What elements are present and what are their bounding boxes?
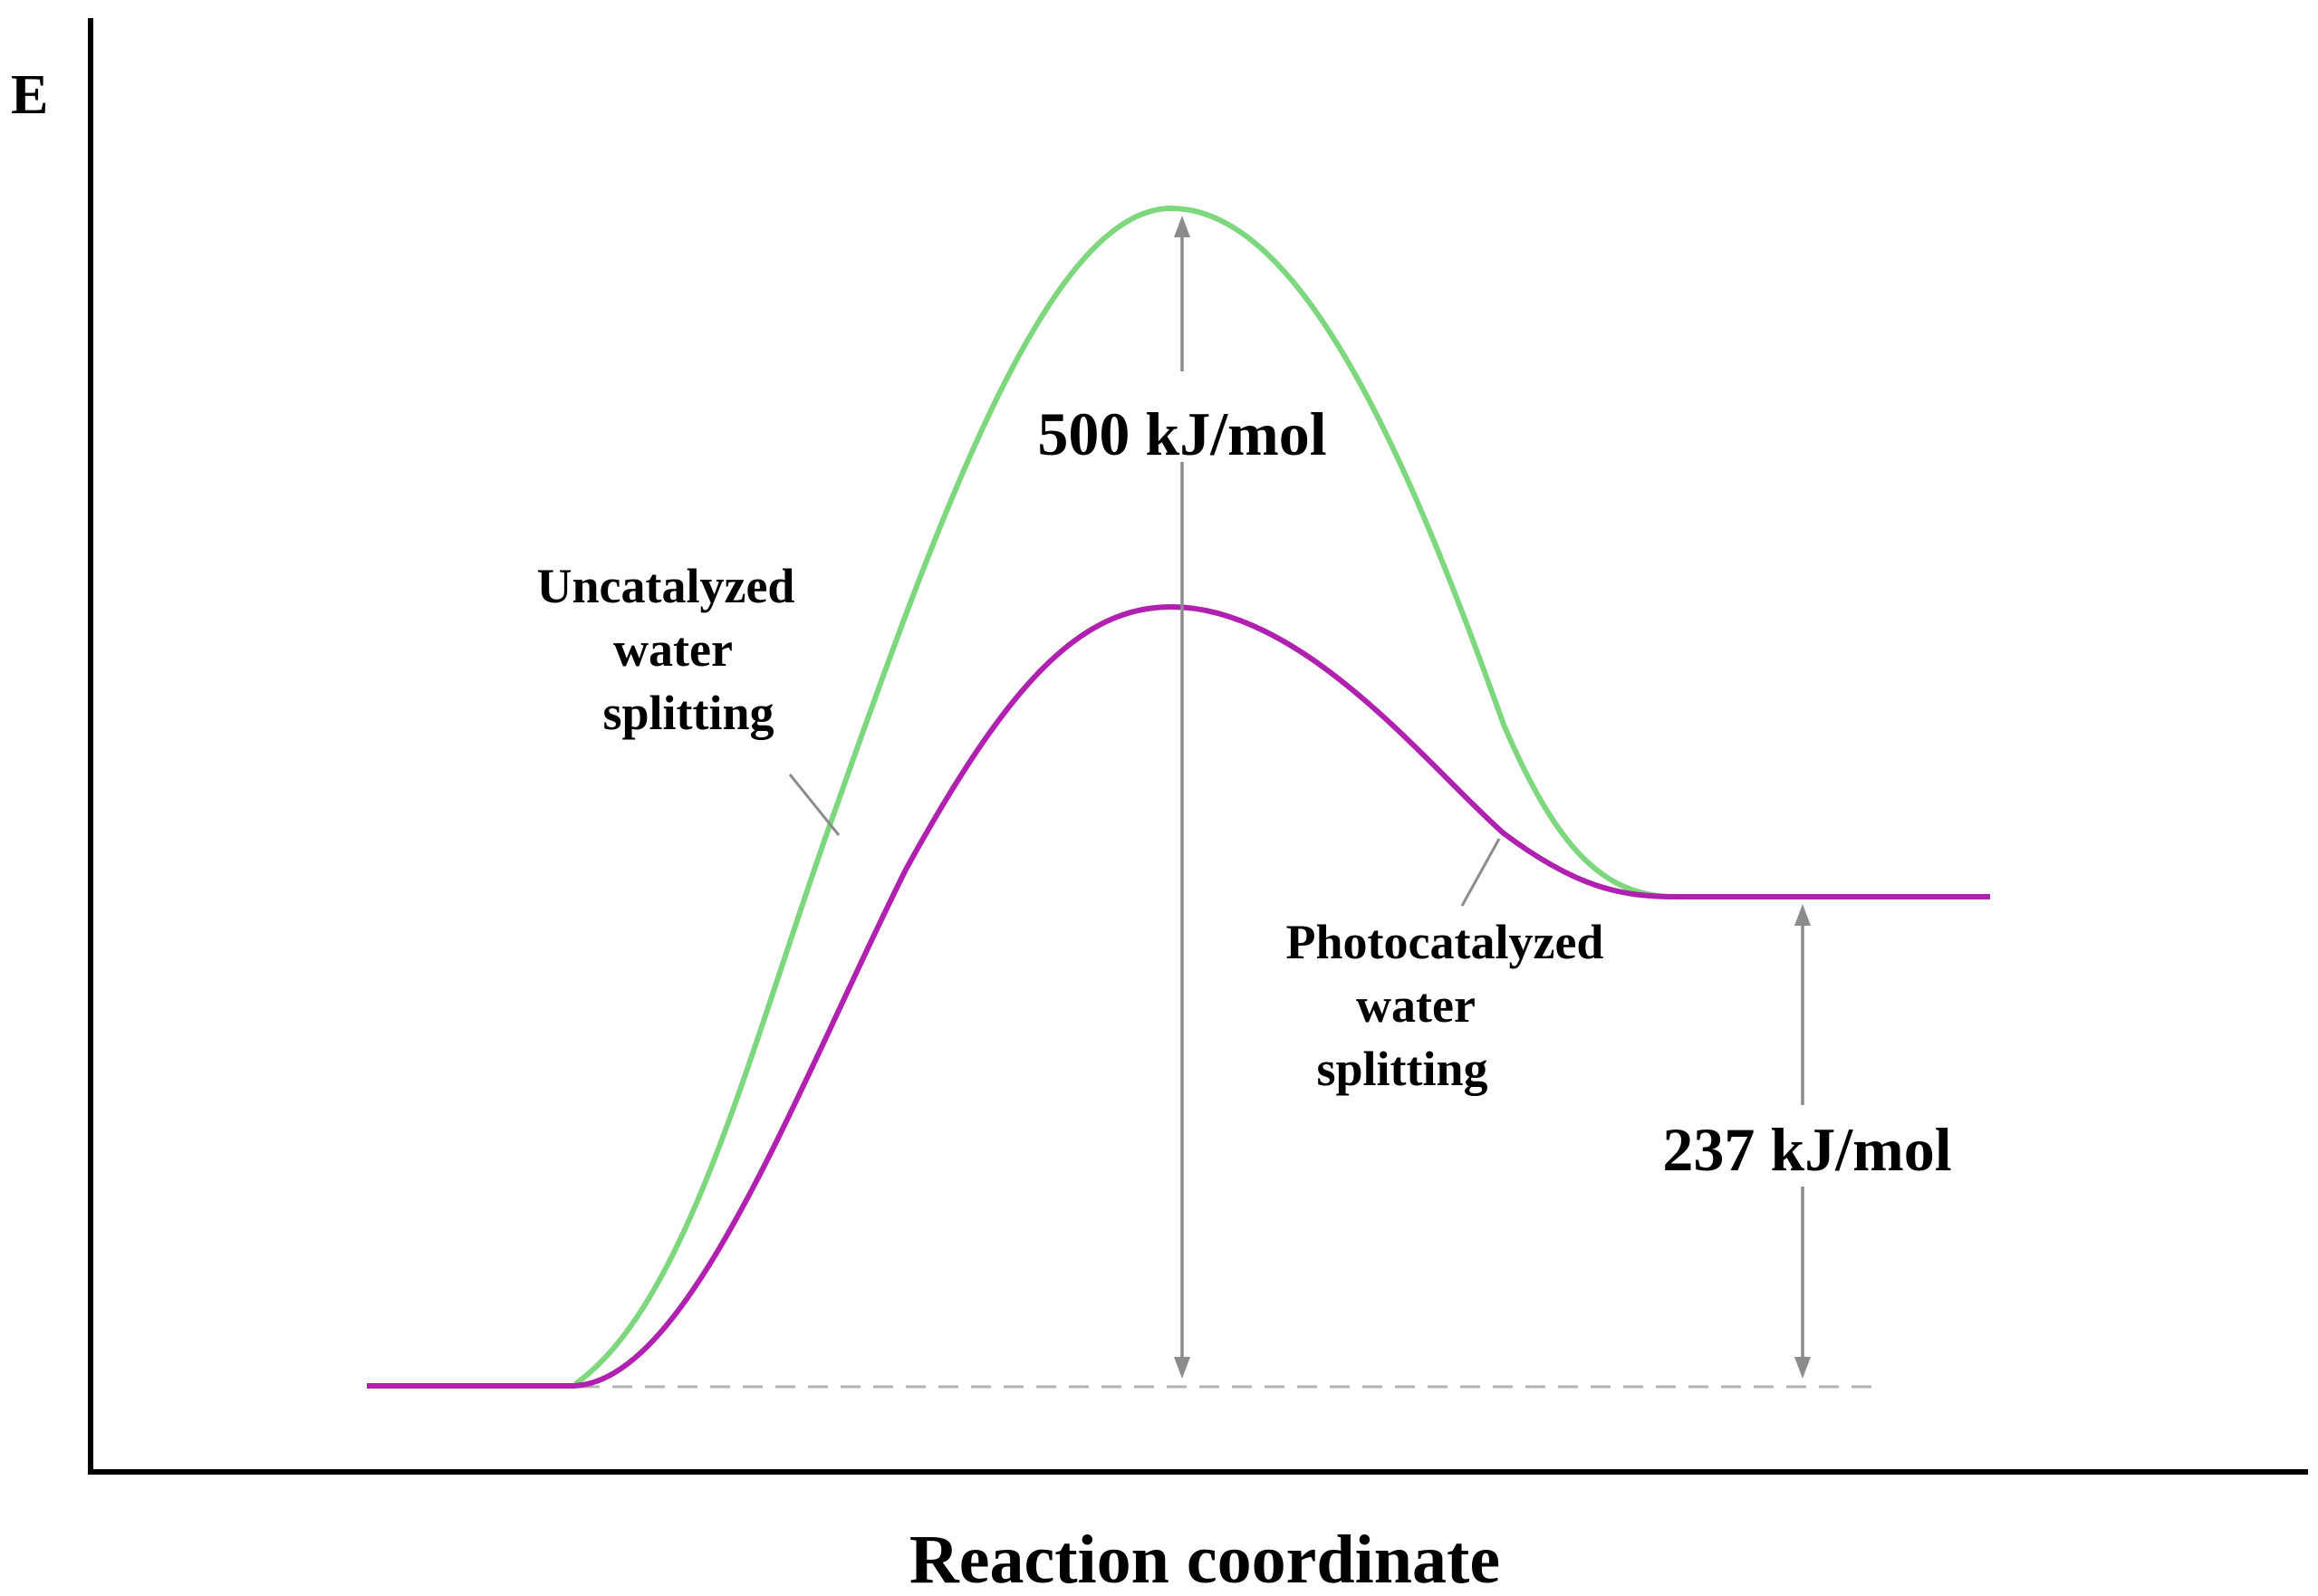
activation-energy-label: 500 kJ/mol: [1037, 399, 1326, 468]
y-axis-label: E: [11, 64, 48, 126]
photocatalyzed-label: Photocatalyzed water splitting: [1286, 915, 1604, 1096]
photocatalyzed-label-line: splitting: [1316, 1042, 1487, 1096]
photocatalyzed-label-line: Photocatalyzed: [1286, 915, 1604, 969]
uncatalyzed-curve: [573, 205, 1988, 1387]
photocatalyzed-curve: [367, 603, 1990, 1389]
uncatalyzed-label: Uncatalyzed water splitting: [537, 559, 795, 740]
photocatalyzed-leader-line: [1460, 838, 1501, 907]
activation-energy-arrow: [1174, 216, 1190, 1379]
uncatalyzed-label-line: water: [613, 622, 733, 677]
photocatalyzed-label-line: water: [1356, 978, 1476, 1033]
reaction-energy-label: 237 kJ/mol: [1662, 1115, 1951, 1184]
reaction-energy-arrow: [1794, 904, 1811, 1379]
uncatalyzed-label-line: splitting: [602, 686, 774, 740]
x-axis-label: Reaction coordinate: [909, 1522, 1500, 1596]
uncatalyzed-leader-line: [788, 774, 841, 836]
uncatalyzed-label-line: Uncatalyzed: [537, 559, 795, 613]
